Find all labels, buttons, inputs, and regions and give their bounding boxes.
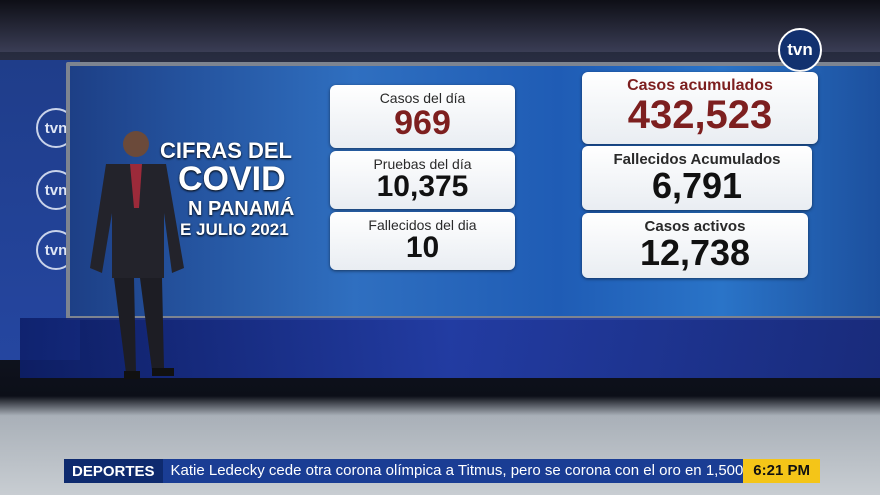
presenter — [90, 131, 184, 379]
headline-line: CIFRAS DEL — [160, 138, 292, 163]
card-value: 969 — [394, 104, 451, 142]
stat-card: Casos activos 12,738 — [582, 213, 808, 278]
card-label: Casos acumulados — [627, 77, 773, 94]
card-value: 10,375 — [376, 170, 469, 203]
card-value: 12,738 — [639, 232, 751, 273]
stat-card: Pruebas del día 10,375 — [330, 151, 515, 209]
headline-line: N PANAMÁ — [188, 198, 295, 220]
ceiling — [0, 0, 880, 52]
stat-card: Casos acumulados 432,523 — [582, 72, 818, 144]
headline-line: COVID — [178, 160, 286, 198]
card-label: Casos activos — [644, 218, 746, 235]
news-ticker: DEPORTES Katie Ledecky cede otra corona … — [64, 459, 820, 483]
card-label: Fallecidos del dia — [368, 217, 477, 233]
card-label: Casos del día — [379, 90, 466, 106]
stat-card: Casos del día 969 — [330, 85, 515, 148]
card-value: 6,791 — [651, 165, 743, 206]
card-value: 432,523 — [627, 93, 773, 137]
headline-line: E JULIO 2021 — [180, 220, 289, 239]
ticker-text: Katie Ledecky cede otra corona olímpica … — [162, 459, 744, 483]
ticker-time: 6:21 PM — [743, 459, 820, 483]
stat-card: Fallecidos del dia 10 — [330, 212, 515, 270]
channel-logo: tvn — [778, 28, 822, 72]
card-label: Pruebas del día — [373, 156, 472, 172]
stat-card: Fallecidos Acumulados 6,791 — [582, 146, 812, 210]
card-value: 10 — [405, 231, 440, 264]
card-label: Fallecidos Acumulados — [613, 151, 781, 168]
ticker-section: DEPORTES — [64, 462, 163, 480]
